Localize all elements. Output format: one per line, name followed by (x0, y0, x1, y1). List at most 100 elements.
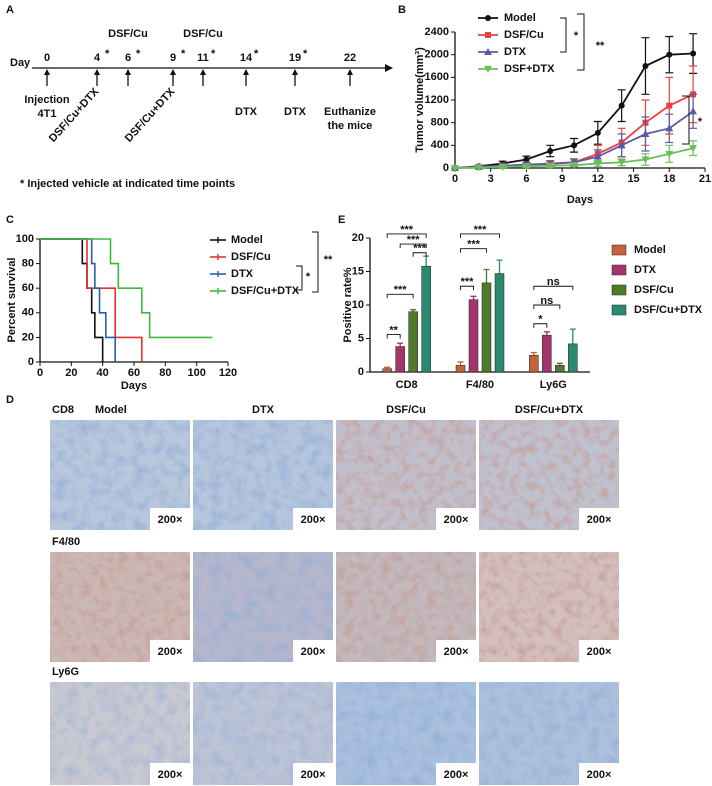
error-bar (397, 342, 404, 347)
legend-marker (484, 48, 492, 55)
timeline-arrowhead (94, 69, 100, 75)
sig-bracket (296, 265, 303, 291)
panel-label: B (398, 4, 406, 16)
bar (468, 299, 479, 373)
y-tick-label: 400 (431, 139, 449, 151)
day-number: 11 (197, 52, 209, 64)
annotation: * (698, 116, 703, 128)
timeline-arrowhead (243, 69, 249, 75)
point (571, 142, 578, 149)
column-label: Model (95, 404, 127, 416)
error-bar (457, 361, 464, 366)
y-tick-label: 15 (352, 265, 364, 277)
legend-label: DSF/Cu (231, 251, 271, 263)
x-tick-label: 60 (128, 367, 140, 379)
annotation: ** (389, 324, 398, 336)
timeline-label: DSF/Cu+DTX (123, 85, 178, 144)
day-number: 14 (240, 52, 253, 64)
y-tick-label: 0 (28, 356, 34, 368)
legend-label: Model (504, 12, 536, 24)
point (690, 50, 697, 57)
sig-bracket (386, 334, 401, 339)
y-tick-label: 100 (16, 233, 34, 245)
magnification: 200× (301, 769, 326, 781)
legend-label: DSF/Cu (634, 284, 674, 296)
timeline-label: 4T1 (38, 108, 57, 120)
annotation: * (574, 30, 579, 42)
day-marker: * (254, 48, 259, 60)
x-tick-label: 18 (663, 173, 675, 185)
point (666, 102, 673, 109)
point (546, 162, 555, 170)
annotation: ** (596, 40, 605, 52)
day-number: 4 (94, 52, 101, 64)
point (522, 163, 531, 171)
y-tick-label: 2000 (425, 49, 449, 61)
day-number: 9 (170, 52, 176, 64)
timeline-label: Injection (24, 94, 70, 106)
annotation: *** (467, 239, 481, 251)
footnote: * Injected vehicle at indicated time poi… (20, 178, 235, 190)
timeline-arrowhead (292, 69, 298, 75)
legend-marker (484, 66, 492, 73)
sig-bracket (533, 304, 561, 309)
magnification: 200× (444, 646, 469, 658)
annotation: *** (394, 284, 408, 296)
legend-label: DTX (231, 268, 254, 280)
y-axis-label: Percent survival (6, 258, 18, 343)
error-bar (423, 255, 430, 267)
sig-bracket (399, 243, 427, 249)
annotation: *** (461, 276, 475, 288)
panel-label: D (6, 394, 14, 406)
bar (568, 343, 578, 373)
magnification-box (579, 763, 619, 785)
timeline-label: DSF/Cu (108, 28, 148, 40)
magnification-box (150, 763, 190, 785)
error-bar (543, 331, 550, 336)
sig-bracket (460, 248, 487, 253)
day-number: 0 (44, 52, 50, 64)
point (451, 165, 459, 172)
survival-curve (40, 238, 104, 362)
error-bar (530, 351, 537, 356)
column-label: DSF/Cu+DTX (515, 404, 584, 416)
x-tick-label: CD8 (396, 379, 418, 391)
point (547, 148, 554, 154)
day-marker: * (181, 48, 186, 60)
legend-label: Model (231, 234, 263, 246)
day-marker: * (136, 48, 141, 60)
x-axis-label: Days (567, 194, 593, 206)
day-label: Day (10, 57, 31, 69)
axis-line (39, 239, 228, 363)
point (665, 124, 674, 132)
x-tick-label: 20 (65, 367, 77, 379)
row-label: Ly6G (52, 666, 79, 678)
legend-swatch (611, 284, 627, 296)
point (641, 130, 650, 137)
bar (529, 355, 539, 373)
x-tick-label: 120 (219, 367, 237, 379)
panel-label: C (6, 214, 14, 226)
magnification: 200× (301, 646, 326, 658)
day-marker: * (303, 48, 308, 60)
y-tick-label: 60 (22, 282, 34, 294)
magnification: 200× (444, 769, 469, 781)
column-label: DTX (252, 404, 275, 416)
row-label: CD8 (52, 404, 74, 416)
timeline-arrowhead (347, 69, 353, 75)
day-number: 6 (125, 52, 131, 64)
row-label: F4/80 (52, 536, 80, 548)
x-tick-label: 0 (37, 367, 43, 379)
timeline-label: the mice (328, 120, 373, 132)
bar (408, 311, 418, 373)
legend-label: Model (634, 244, 666, 256)
timeline-label: DTX (235, 106, 258, 118)
legend-marker (485, 15, 491, 21)
bar (494, 273, 505, 373)
sig-bracket (460, 233, 500, 238)
x-tick-label: 21 (699, 173, 711, 185)
error-bar (569, 328, 576, 344)
legend-label: DTX (504, 46, 527, 58)
timeline-label: DTX (284, 106, 307, 118)
survival-curve (40, 238, 213, 339)
